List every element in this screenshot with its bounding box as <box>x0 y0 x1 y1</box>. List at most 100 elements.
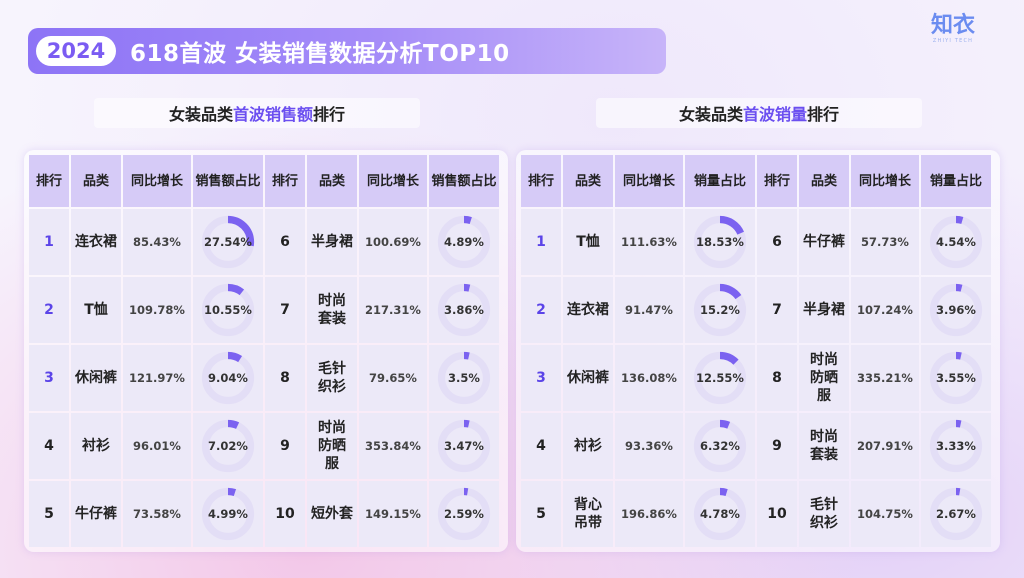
growth-cell: 100.69% <box>359 209 427 275</box>
growth-cell: 121.97% <box>123 345 191 411</box>
left-subtitle-post: 排行 <box>313 105 346 124</box>
share-value: 10.55% <box>204 303 252 317</box>
share-cell: 27.54% <box>193 209 263 275</box>
share-value: 2.59% <box>444 507 484 521</box>
growth-cell: 353.84% <box>359 413 427 479</box>
category-cell: 毛针织衫 <box>799 481 849 547</box>
share-value: 15.2% <box>700 303 740 317</box>
right-subtitle: 女装品类 首波销量 排行 <box>596 98 922 128</box>
table-row: 4 衬衫 96.01% 7.02% 9 时尚防晒服 353.84% 3.47% <box>29 413 499 479</box>
category-cell: T恤 <box>71 277 121 343</box>
share-cell: 18.53% <box>685 209 755 275</box>
rank-cell: 10 <box>265 481 305 547</box>
category-cell: 牛仔裤 <box>71 481 121 547</box>
rank-cell: 3 <box>521 345 561 411</box>
share-value: 3.47% <box>444 439 484 453</box>
share-cell: 4.54% <box>921 209 991 275</box>
share-cell: 3.96% <box>921 277 991 343</box>
share-cell: 12.55% <box>685 345 755 411</box>
right-subtitle-highlight: 首波销量 <box>742 105 807 124</box>
title-bar: 2024 618首波 女装销售数据分析TOP10 <box>28 28 666 74</box>
share-value: 9.04% <box>208 371 248 385</box>
rank-cell: 5 <box>521 481 561 547</box>
header-row: 排行 品类 同比增长 销售额占比 排行 品类 同比增长 销售额占比 <box>29 155 499 207</box>
table-row: 3 休闲裤 136.08% 12.55% 8 时尚防晒服 335.21% 3.55% <box>521 345 991 411</box>
rank-cell: 2 <box>29 277 69 343</box>
rank-cell: 9 <box>757 413 797 479</box>
column-header: 销量占比 <box>921 155 991 207</box>
column-header: 同比增长 <box>615 155 683 207</box>
column-header: 排行 <box>265 155 305 207</box>
category-cell: 半身裙 <box>799 277 849 343</box>
growth-cell: 104.75% <box>851 481 919 547</box>
category-cell: 时尚套装 <box>307 277 357 343</box>
growth-cell: 136.08% <box>615 345 683 411</box>
table-row: 1 T恤 111.63% 18.53% 6 牛仔裤 57.73% 4.54% <box>521 209 991 275</box>
growth-cell: 73.58% <box>123 481 191 547</box>
share-cell: 3.86% <box>429 277 499 343</box>
rank-cell: 4 <box>521 413 561 479</box>
category-cell: 毛针织衫 <box>307 345 357 411</box>
growth-cell: 217.31% <box>359 277 427 343</box>
column-header: 同比增长 <box>851 155 919 207</box>
growth-cell: 93.36% <box>615 413 683 479</box>
category-cell: 背心吊带 <box>563 481 613 547</box>
table-row: 4 衬衫 93.36% 6.32% 9 时尚套装 207.91% 3.33% <box>521 413 991 479</box>
share-value: 3.33% <box>936 439 976 453</box>
table-row: 1 连衣裙 85.43% 27.54% 6 半身裙 100.69% 4.89% <box>29 209 499 275</box>
share-value: 3.86% <box>444 303 484 317</box>
brand-logo: 知衣 ZHIYI TECH <box>928 14 978 45</box>
share-value: 2.67% <box>936 507 976 521</box>
column-header: 同比增长 <box>123 155 191 207</box>
column-header: 品类 <box>307 155 357 207</box>
category-cell: 休闲裤 <box>71 345 121 411</box>
sales-amount-panel: 排行 品类 同比增长 销售额占比 排行 品类 同比增长 销售额占比 1 连衣裙 85.43% 27.5… <box>24 150 508 552</box>
page-title: 618首波 女装销售数据分析TOP10 <box>130 41 510 67</box>
growth-cell: 335.21% <box>851 345 919 411</box>
logo-text: 知衣 <box>930 13 975 38</box>
category-cell: 连衣裙 <box>563 277 613 343</box>
share-cell: 2.67% <box>921 481 991 547</box>
rank-cell: 1 <box>29 209 69 275</box>
growth-cell: 207.91% <box>851 413 919 479</box>
share-value: 3.5% <box>448 371 480 385</box>
growth-cell: 85.43% <box>123 209 191 275</box>
rank-cell: 7 <box>265 277 305 343</box>
share-value: 4.78% <box>700 507 740 521</box>
sales-volume-panel: 排行 品类 同比增长 销量占比 排行 品类 同比增长 销量占比 1 T恤 111.63% 18.53%… <box>516 150 1000 552</box>
growth-cell: 149.15% <box>359 481 427 547</box>
share-cell: 6.32% <box>685 413 755 479</box>
share-cell: 4.99% <box>193 481 263 547</box>
left-subtitle: 女装品类 首波销售额 排行 <box>94 98 420 128</box>
share-cell: 3.5% <box>429 345 499 411</box>
share-cell: 4.78% <box>685 481 755 547</box>
table-row: 2 连衣裙 91.47% 15.2% 7 半身裙 107.24% 3.96% <box>521 277 991 343</box>
share-cell: 2.59% <box>429 481 499 547</box>
category-cell: 时尚套装 <box>799 413 849 479</box>
rank-cell: 1 <box>521 209 561 275</box>
share-cell: 3.33% <box>921 413 991 479</box>
growth-cell: 111.63% <box>615 209 683 275</box>
growth-cell: 79.65% <box>359 345 427 411</box>
growth-cell: 107.24% <box>851 277 919 343</box>
share-value: 12.55% <box>696 371 744 385</box>
growth-cell: 196.86% <box>615 481 683 547</box>
share-value: 18.53% <box>696 235 744 249</box>
column-header: 排行 <box>757 155 797 207</box>
column-header: 排行 <box>29 155 69 207</box>
share-value: 3.55% <box>936 371 976 385</box>
growth-cell: 96.01% <box>123 413 191 479</box>
column-header: 同比增长 <box>359 155 427 207</box>
growth-cell: 109.78% <box>123 277 191 343</box>
category-cell: 休闲裤 <box>563 345 613 411</box>
share-cell: 3.47% <box>429 413 499 479</box>
rank-cell: 9 <box>265 413 305 479</box>
column-header: 排行 <box>521 155 561 207</box>
sales-amount-table: 排行 品类 同比增长 销售额占比 排行 品类 同比增长 销售额占比 1 连衣裙 85.43% 27.5… <box>27 153 501 549</box>
column-header: 品类 <box>799 155 849 207</box>
column-header: 销售额占比 <box>193 155 263 207</box>
category-cell: T恤 <box>563 209 613 275</box>
rank-cell: 6 <box>265 209 305 275</box>
share-value: 4.89% <box>444 235 484 249</box>
right-subtitle-pre: 女装品类 <box>678 105 743 124</box>
